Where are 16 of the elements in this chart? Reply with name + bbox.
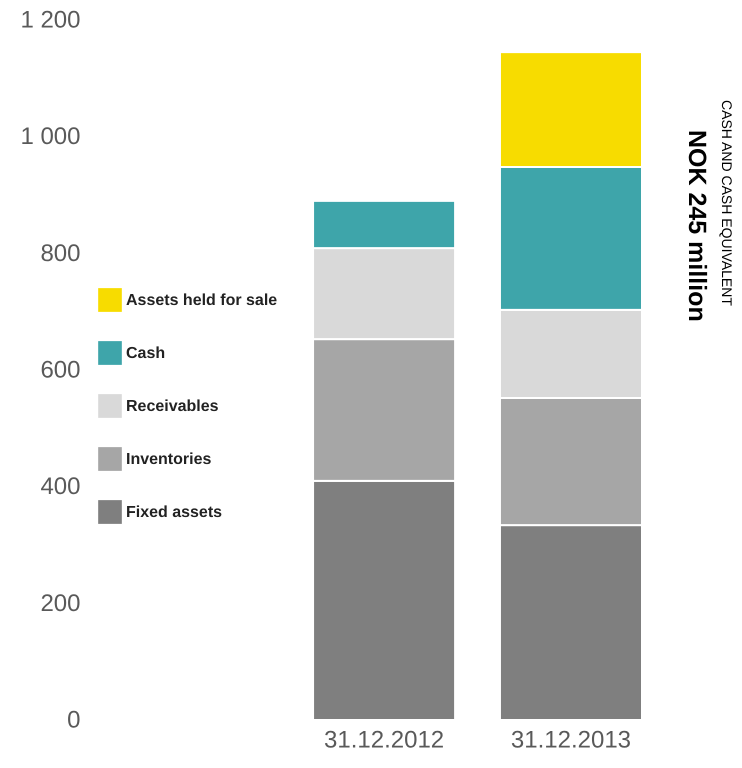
- y-tick-label: 1 200: [20, 6, 80, 34]
- x-tick-label: 31.12.2012: [324, 726, 444, 754]
- legend-label: Receivables: [126, 398, 219, 415]
- legend-label: Cash: [126, 345, 166, 362]
- y-tick-label: 200: [40, 590, 80, 617]
- legend-label: Assets held for sale: [126, 292, 278, 309]
- y-tick-label: 0: [67, 706, 80, 734]
- x-tick-label: 31.12.2013: [510, 726, 632, 754]
- text: NOK 245 million: [683, 130, 711, 322]
- y-tick-label: 400: [40, 473, 80, 500]
- legend-label: Fixed assets: [126, 504, 222, 521]
- y-tick-label: 800: [40, 240, 80, 267]
- y-tick-label: 600: [40, 356, 80, 384]
- legend-label: Inventories: [126, 451, 212, 468]
- text: CASH AND CASH EQUIVALENT: [719, 100, 735, 306]
- y-tick-label: 1 000: [20, 123, 80, 150]
